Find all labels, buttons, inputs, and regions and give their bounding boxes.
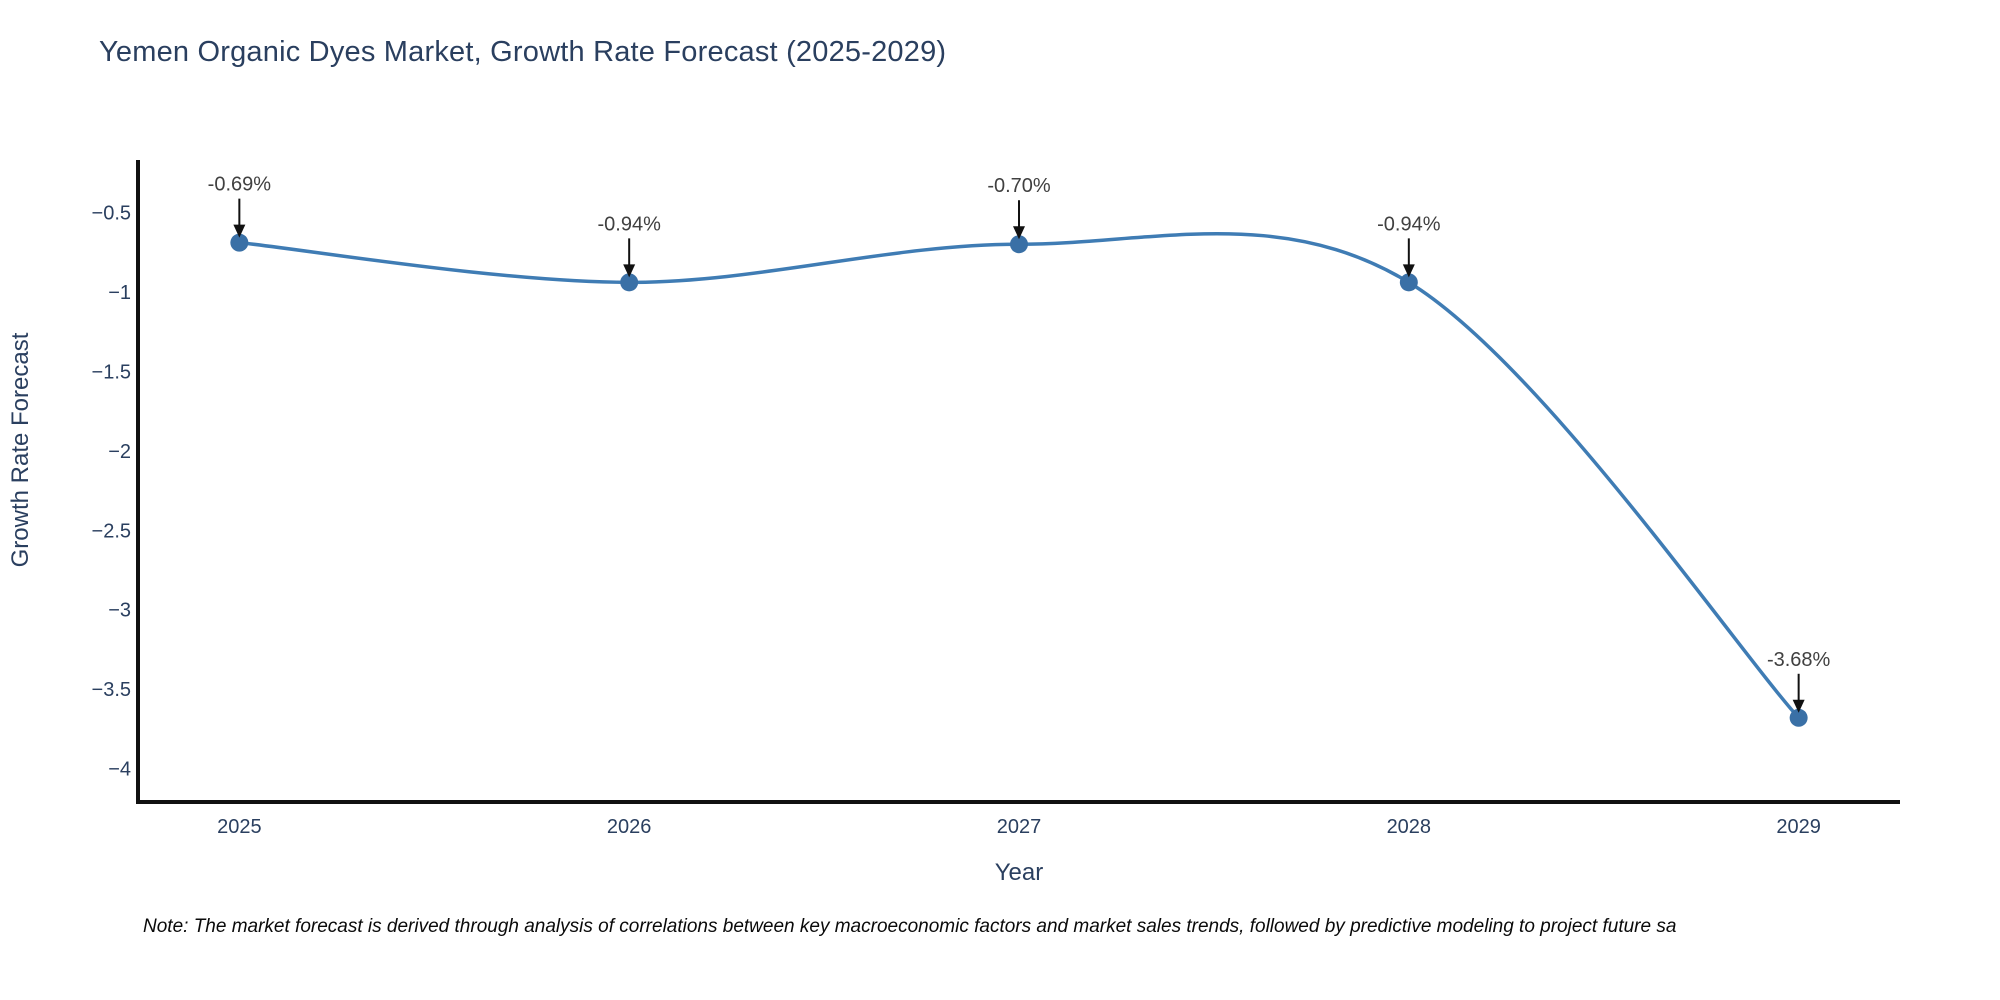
footnote: Note: The market forecast is derived thr… [143,916,1677,937]
data-point-marker [1399,273,1418,292]
y-tick-label: −2 [108,441,131,463]
x-tick-label: 2029 [1776,816,1821,838]
annotation-label: -0.94% [597,213,661,235]
data-point-marker [230,233,249,252]
forecast-line [237,231,1801,720]
annotation-label: -3.68% [1767,649,1831,671]
y-tick-label: −1 [108,282,131,304]
x-tick-label: 2025 [217,816,262,838]
y-axis-title: Growth Rate Forecast [7,332,34,567]
y-tick-label: −0.5 [92,202,131,224]
x-tick-label: 2026 [607,816,652,838]
annotation-arrowhead [1792,699,1805,713]
data-point-marker [1010,235,1028,254]
annotation-label: -0.69% [208,174,272,196]
x-tick-label: 2027 [997,816,1042,838]
data-point-marker [1789,708,1808,727]
annotation-arrowhead [1013,226,1025,240]
axis-lines [136,160,1900,804]
annotation-arrowhead [1402,264,1415,278]
y-tick-label: −1.5 [92,361,131,383]
x-tick-label: 2028 [1387,816,1432,838]
x-axis-title: Year [995,859,1044,886]
chart-title: Yemen Organic Dyes Market, Growth Rate F… [99,36,947,68]
annotation-arrowhead [233,224,246,238]
y-tick-label: −4 [108,759,131,781]
y-tick-label: −2.5 [92,520,131,542]
annotation-label: -0.70% [987,175,1051,197]
y-tick-label: −3.5 [92,679,131,701]
chart-plot-group: −0.5 −1 −1.5 −2 −2.5 −3 −3.5 −4 2025 2026 2027 2028… [92,160,1900,838]
data-point-marker [620,273,639,292]
annotation-label: -0.94% [1377,213,1441,235]
annotation-arrowhead [623,264,636,278]
y-tick-label: −3 [108,600,131,622]
